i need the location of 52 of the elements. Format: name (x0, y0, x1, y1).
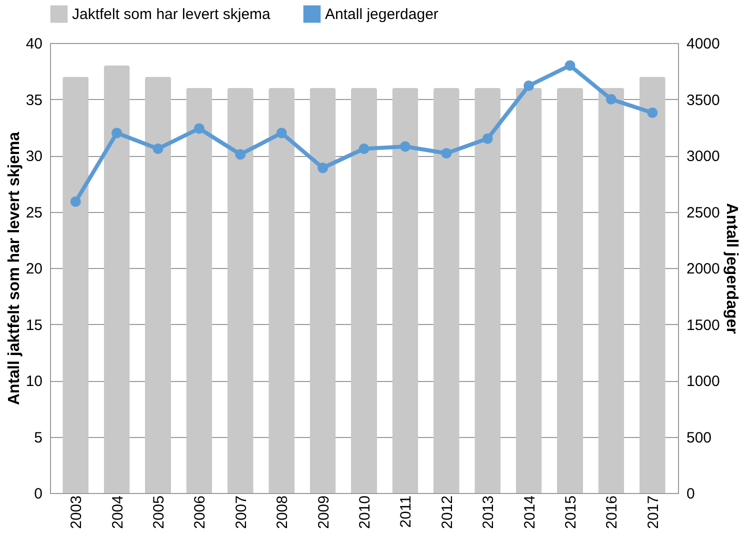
y-tick-label: 15 (26, 316, 42, 334)
x-tick-label: 2006 (192, 496, 209, 529)
x-tick-label: 2015 (562, 496, 580, 529)
point (647, 108, 658, 118)
x-tick-label: 2007 (232, 496, 250, 529)
y2-tick-label: 3500 (686, 92, 720, 109)
x-tick-label: 2011 (398, 496, 415, 528)
point (112, 128, 122, 138)
y2-tick-label: 500 (686, 429, 712, 446)
x-tick-label: 2010 (356, 496, 374, 529)
x-tick-label: 2017 (644, 496, 662, 529)
legend-label: Antall jegerdager (325, 6, 438, 24)
y-tick-label: 20 (26, 260, 42, 278)
y-tick-label: 0 (34, 486, 42, 502)
y-tick-label: 5 (34, 429, 42, 446)
y-tick-label: 35 (26, 92, 42, 109)
x-tick-label: 2012 (438, 496, 456, 529)
point (152, 144, 164, 154)
y2-tick-label: 0 (686, 486, 695, 502)
point (318, 162, 328, 174)
x-tick-label: 2008 (274, 496, 292, 529)
point (70, 196, 81, 207)
point (400, 141, 410, 152)
x-tick-label: 2003 (68, 496, 86, 529)
y-tick-label: 10 (26, 373, 42, 390)
point (606, 94, 616, 104)
point (524, 80, 534, 91)
y2-tick-label: 3000 (686, 148, 720, 165)
y2-tick-label: 1500 (686, 316, 720, 334)
point (441, 148, 452, 158)
y-tick-label: 25 (26, 204, 42, 222)
y2-tick-label: 2500 (686, 204, 720, 222)
y2-axis-title: Antall jegerdager (722, 203, 740, 334)
x-tick-label: 2014 (521, 496, 538, 529)
point (564, 60, 576, 71)
y2-tick-label: 4000 (686, 36, 720, 52)
x-tick-label: 2009 (315, 496, 332, 529)
y2-tick-label: 1000 (686, 373, 720, 390)
point (358, 144, 370, 154)
point (482, 133, 493, 144)
x-tick-label: 2005 (150, 496, 168, 529)
y2-tick-label: 2000 (686, 260, 720, 278)
y-axis-title: Antall jaktfelt som har levert skjema (6, 132, 23, 405)
x-tick-label: 2013 (480, 496, 498, 529)
point (276, 128, 287, 138)
x-tick-label: 2016 (604, 496, 621, 529)
y-tick-label: 40 (26, 36, 42, 52)
point (194, 123, 204, 134)
point (235, 149, 246, 160)
y-tick-label: 30 (26, 148, 42, 165)
x-tick-label: 2004 (109, 496, 126, 529)
legend-label: Jaktfelt som har levert skjema (72, 6, 272, 24)
